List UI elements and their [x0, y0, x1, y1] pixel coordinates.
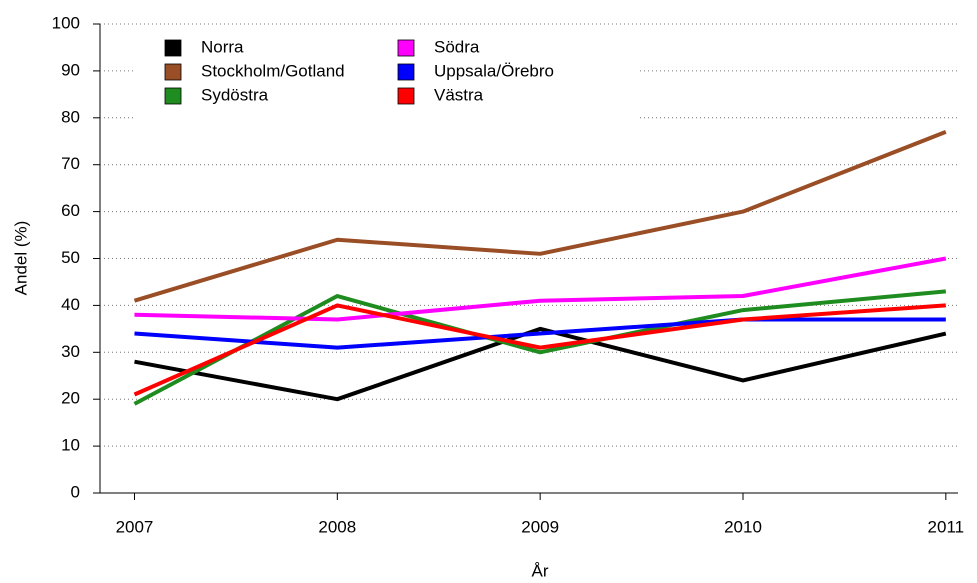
- y-tick-label: 10: [61, 436, 80, 455]
- x-axis-label: År: [532, 561, 549, 580]
- legend-swatch: [397, 87, 415, 105]
- legend-swatch: [164, 63, 182, 81]
- series-line: [134, 317, 946, 350]
- series-line: [133, 130, 947, 303]
- legend-swatch: [164, 87, 182, 105]
- legend-label: Västra: [434, 85, 484, 104]
- legend-label: Stockholm/Gotland: [201, 61, 345, 80]
- legend-swatch: [397, 63, 415, 81]
- x-tick-label: 2008: [318, 517, 356, 536]
- legend-label: Norra: [201, 37, 244, 56]
- x-tick-label: 2007: [116, 517, 154, 536]
- legend-swatch: [397, 39, 415, 57]
- series-line: [134, 256, 947, 322]
- y-tick-label: 80: [61, 107, 80, 126]
- y-tick-label: 40: [61, 295, 80, 314]
- y-tick-label: 60: [61, 201, 80, 220]
- x-tick-label: 2011: [928, 517, 965, 536]
- series-line: [134, 326, 947, 402]
- y-tick-label: 20: [61, 389, 80, 408]
- series-line: [133, 303, 946, 397]
- legend-background: [136, 32, 638, 120]
- y-tick-label: 70: [61, 154, 80, 173]
- legend-swatch: [164, 39, 182, 57]
- legend-label: Sydöstra: [201, 85, 269, 104]
- y-axis-label: Andel (%): [11, 221, 30, 296]
- y-tick-label: 100: [52, 13, 80, 32]
- y-tick-label: 90: [61, 60, 80, 79]
- y-tick-label: 50: [61, 248, 80, 267]
- x-tick-label: 2009: [521, 517, 559, 536]
- x-tick-label: 2010: [724, 517, 762, 536]
- y-tick-label: 30: [61, 342, 80, 361]
- legend-label: Uppsala/Örebro: [434, 61, 554, 80]
- legend-label: Södra: [434, 37, 480, 56]
- y-tick-label: 0: [71, 482, 80, 501]
- series-line: [133, 289, 947, 406]
